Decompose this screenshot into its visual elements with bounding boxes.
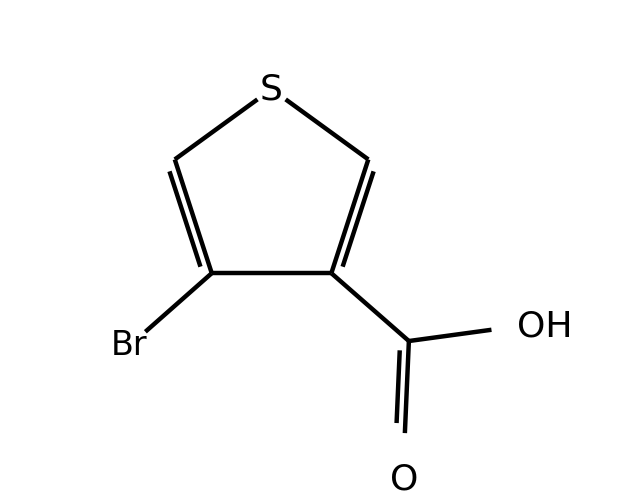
Text: O: O — [390, 463, 418, 497]
Text: Br: Br — [111, 330, 148, 362]
Text: S: S — [260, 72, 283, 106]
Text: OH: OH — [516, 310, 572, 343]
